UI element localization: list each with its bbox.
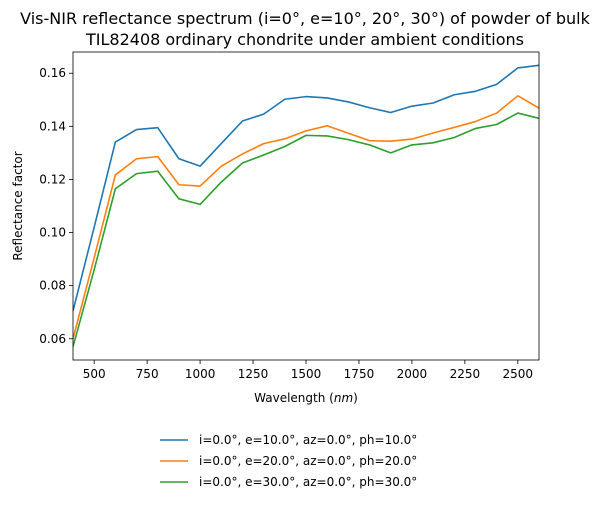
x-axis-label: Wavelength (nm) (254, 391, 358, 405)
series-line-2 (73, 95, 539, 339)
y-tick-label: 0.06 (39, 332, 66, 346)
x-tick-label: 750 (136, 367, 159, 381)
plot-marks (73, 64, 539, 347)
plot-frame (72, 51, 540, 361)
series-line-1 (73, 64, 539, 312)
chart-legend: i=0.0°, e=10.0°, az=0.0°, ph=10.0° i=0.0°… (160, 433, 417, 489)
x-tick-label: 2250 (450, 367, 481, 381)
x-axis-ticks: 500 750 1000 1250 1500 1750 2000 2250 2500 (83, 360, 533, 381)
chart-title-line-1: Vis-NIR reflectance spectrum (i=0°, e=10… (20, 9, 590, 28)
legend-label-1: i=0.0°, e=10.0°, az=0.0°, ph=10.0° (199, 433, 417, 447)
y-tick-label: 0.10 (39, 226, 66, 240)
chart-title-line-2: TIL82408 ordinary chondrite under ambien… (85, 30, 524, 49)
x-tick-label: 1750 (344, 367, 375, 381)
series-line-3 (73, 112, 539, 347)
x-tick-label: 500 (83, 367, 106, 381)
x-tick-label: 2500 (503, 367, 534, 381)
legend-label-3: i=0.0°, e=30.0°, az=0.0°, ph=30.0° (199, 475, 417, 489)
x-tick-label: 1000 (185, 367, 216, 381)
y-axis-label: Reflectance factor (11, 151, 25, 260)
x-tick-label: 2000 (397, 367, 428, 381)
y-tick-label: 0.12 (39, 172, 66, 186)
y-tick-label: 0.14 (39, 119, 66, 133)
y-axis-ticks: 0.06 0.08 0.10 0.12 0.14 0.16 (39, 66, 73, 346)
x-tick-label: 1250 (238, 367, 269, 381)
legend-label-2: i=0.0°, e=20.0°, az=0.0°, ph=20.0° (199, 454, 417, 468)
x-tick-label: 1500 (291, 367, 322, 381)
y-tick-label: 0.08 (39, 279, 66, 293)
y-tick-label: 0.16 (39, 66, 66, 80)
